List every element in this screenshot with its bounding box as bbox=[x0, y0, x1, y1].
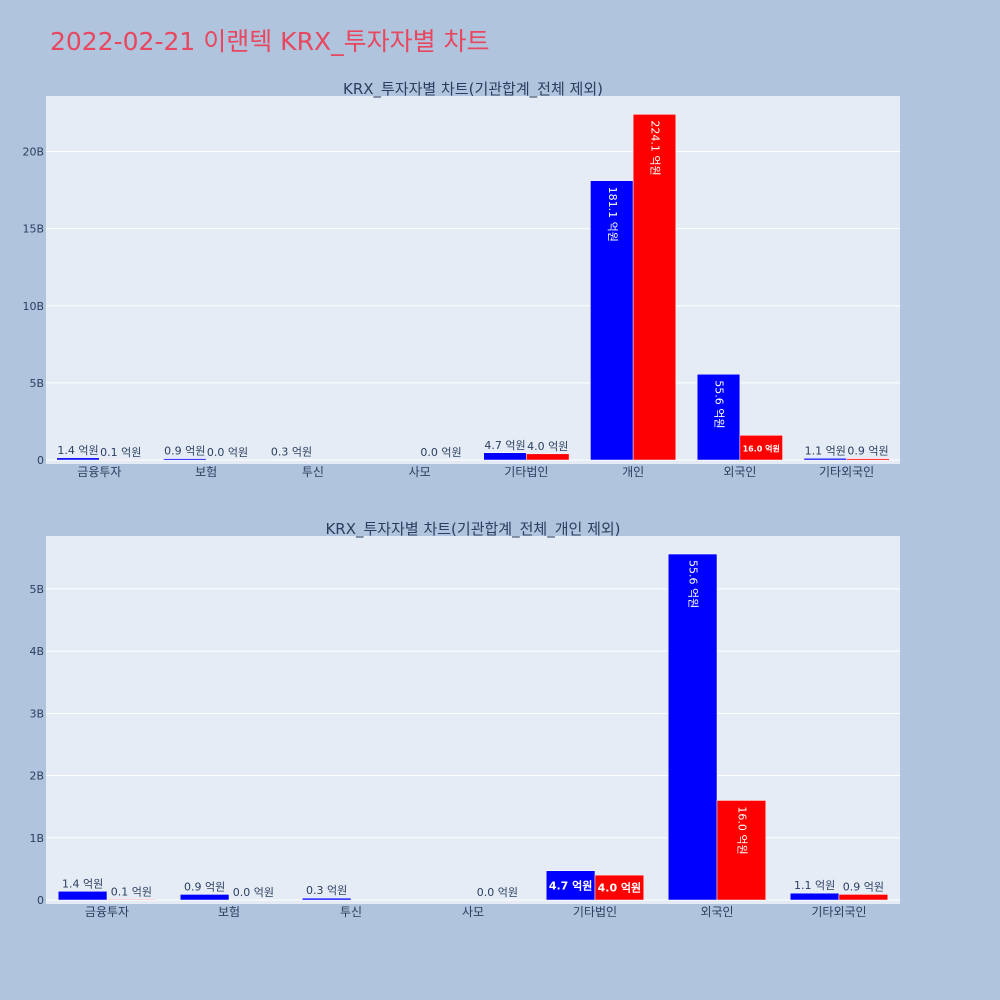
x-tick-label: 투신 bbox=[302, 465, 324, 479]
chart-title: KRX_투자자별 차트(기관합계_전체 제외) bbox=[343, 80, 603, 99]
bar-label: 1.1 억원 bbox=[805, 444, 846, 457]
x-tick-label: 금융투자 bbox=[77, 465, 121, 479]
page-title: 2022-02-21 이랜텍 KRX_투자자별 차트 bbox=[50, 27, 490, 56]
x-tick-label: 보험 bbox=[218, 905, 240, 919]
bar-sell bbox=[739, 435, 783, 461]
x-tick-label: 개인 bbox=[622, 465, 644, 479]
bar-sell bbox=[838, 894, 889, 901]
bar-sell bbox=[716, 800, 767, 901]
x-tick-label: 외국인 bbox=[700, 905, 733, 919]
bar-label: 224.1 억원 bbox=[648, 120, 661, 175]
y-tick-label: 5B bbox=[29, 583, 44, 596]
bar-label: 0.0 억원 bbox=[477, 886, 518, 899]
bar-label: 1.4 억원 bbox=[57, 444, 98, 457]
plot-area bbox=[46, 536, 900, 904]
bar-label: 0.9 억원 bbox=[164, 445, 205, 458]
bar-sell bbox=[526, 453, 570, 461]
bar-sell bbox=[106, 899, 157, 901]
x-tick-label: 사모 bbox=[462, 905, 484, 919]
bar-label: 0.1 억원 bbox=[111, 885, 152, 898]
bar-buy bbox=[696, 373, 741, 461]
bar-buy bbox=[179, 894, 230, 901]
y-tick-label: 15B bbox=[22, 223, 44, 236]
bar-label: 16.0 억원 bbox=[735, 806, 748, 854]
y-tick-label: 5B bbox=[29, 377, 44, 390]
bar-sell bbox=[594, 874, 645, 901]
bar-label: 0.0 억원 bbox=[420, 446, 461, 459]
x-tick-label: 기타외국인 bbox=[811, 905, 866, 919]
chart-bottom: 0 1B 2B 3B 4B 5B KRX_투자자별 차트(기관합계_전체_개인 제외) 1.4… bbox=[29, 520, 900, 919]
bar-label: 4.7 억원 bbox=[549, 878, 593, 892]
bar-label: 0.0 억원 bbox=[233, 886, 274, 899]
bar-buy bbox=[301, 897, 352, 901]
plot-area bbox=[46, 96, 900, 464]
bar-label: 4.0 억원 bbox=[527, 440, 568, 453]
bar-label: 0.9 억원 bbox=[843, 880, 884, 893]
bar-buy bbox=[667, 553, 718, 901]
chart-top: 0 5B 10B 15B 20B KRX_투자자별 차트(기관합계_전체 제외) 1.4 억… bbox=[22, 80, 900, 479]
bar-label: 0.9 억원 bbox=[847, 445, 888, 458]
y-tick-label: 1B bbox=[29, 832, 44, 845]
y-tick-label: 20B bbox=[22, 146, 44, 159]
bar-label: 1.4 억원 bbox=[62, 877, 103, 890]
y-tick-label: 3B bbox=[29, 707, 44, 720]
bar-label: 0.1 억원 bbox=[100, 446, 141, 459]
bar-buy bbox=[803, 458, 847, 461]
bar-label: 1.1 억원 bbox=[794, 879, 835, 892]
bar-label: 0.3 억원 bbox=[306, 884, 347, 897]
bar-label: 0.9 억원 bbox=[184, 880, 225, 893]
bar-label: 55.6 억원 bbox=[713, 380, 726, 428]
bar-label: 16.0 억원 bbox=[743, 444, 780, 454]
x-tick-label: 금융투자 bbox=[85, 905, 129, 919]
bar-buy bbox=[163, 458, 207, 461]
x-tick-label: 기타외국인 bbox=[819, 465, 874, 479]
bar-label: 55.6 억원 bbox=[687, 560, 700, 608]
bar-label: 4.7 억원 bbox=[484, 439, 525, 452]
bar-label: 181.1 억원 bbox=[606, 187, 619, 242]
bar-buy bbox=[590, 180, 634, 461]
bar-label: 0.3 억원 bbox=[271, 446, 312, 459]
bar-label: 4.0 억원 bbox=[598, 881, 642, 895]
y-tick-label: 0 bbox=[37, 894, 44, 907]
y-tick-label: 2B bbox=[29, 770, 44, 783]
y-tick-label: 0 bbox=[37, 454, 44, 467]
x-tick-label: 보험 bbox=[195, 465, 217, 479]
bar-sell bbox=[632, 114, 677, 461]
bar-buy bbox=[483, 452, 527, 461]
x-tick-label: 기타법인 bbox=[504, 465, 548, 479]
y-tick-label: 4B bbox=[29, 645, 44, 658]
bar-buy bbox=[57, 891, 108, 901]
x-tick-label: 투신 bbox=[340, 905, 362, 919]
chart-title: KRX_투자자별 차트(기관합계_전체_개인 제외) bbox=[325, 520, 620, 539]
bar-buy bbox=[789, 892, 840, 901]
y-tick-label: 10B bbox=[22, 300, 44, 313]
x-tick-label: 외국인 bbox=[723, 465, 756, 479]
bar-label: 0.0 억원 bbox=[207, 446, 248, 459]
x-tick-label: 기타법인 bbox=[573, 905, 617, 919]
x-tick-label: 사모 bbox=[409, 465, 431, 479]
bar-buy bbox=[56, 457, 100, 461]
bar-sell bbox=[846, 458, 890, 461]
